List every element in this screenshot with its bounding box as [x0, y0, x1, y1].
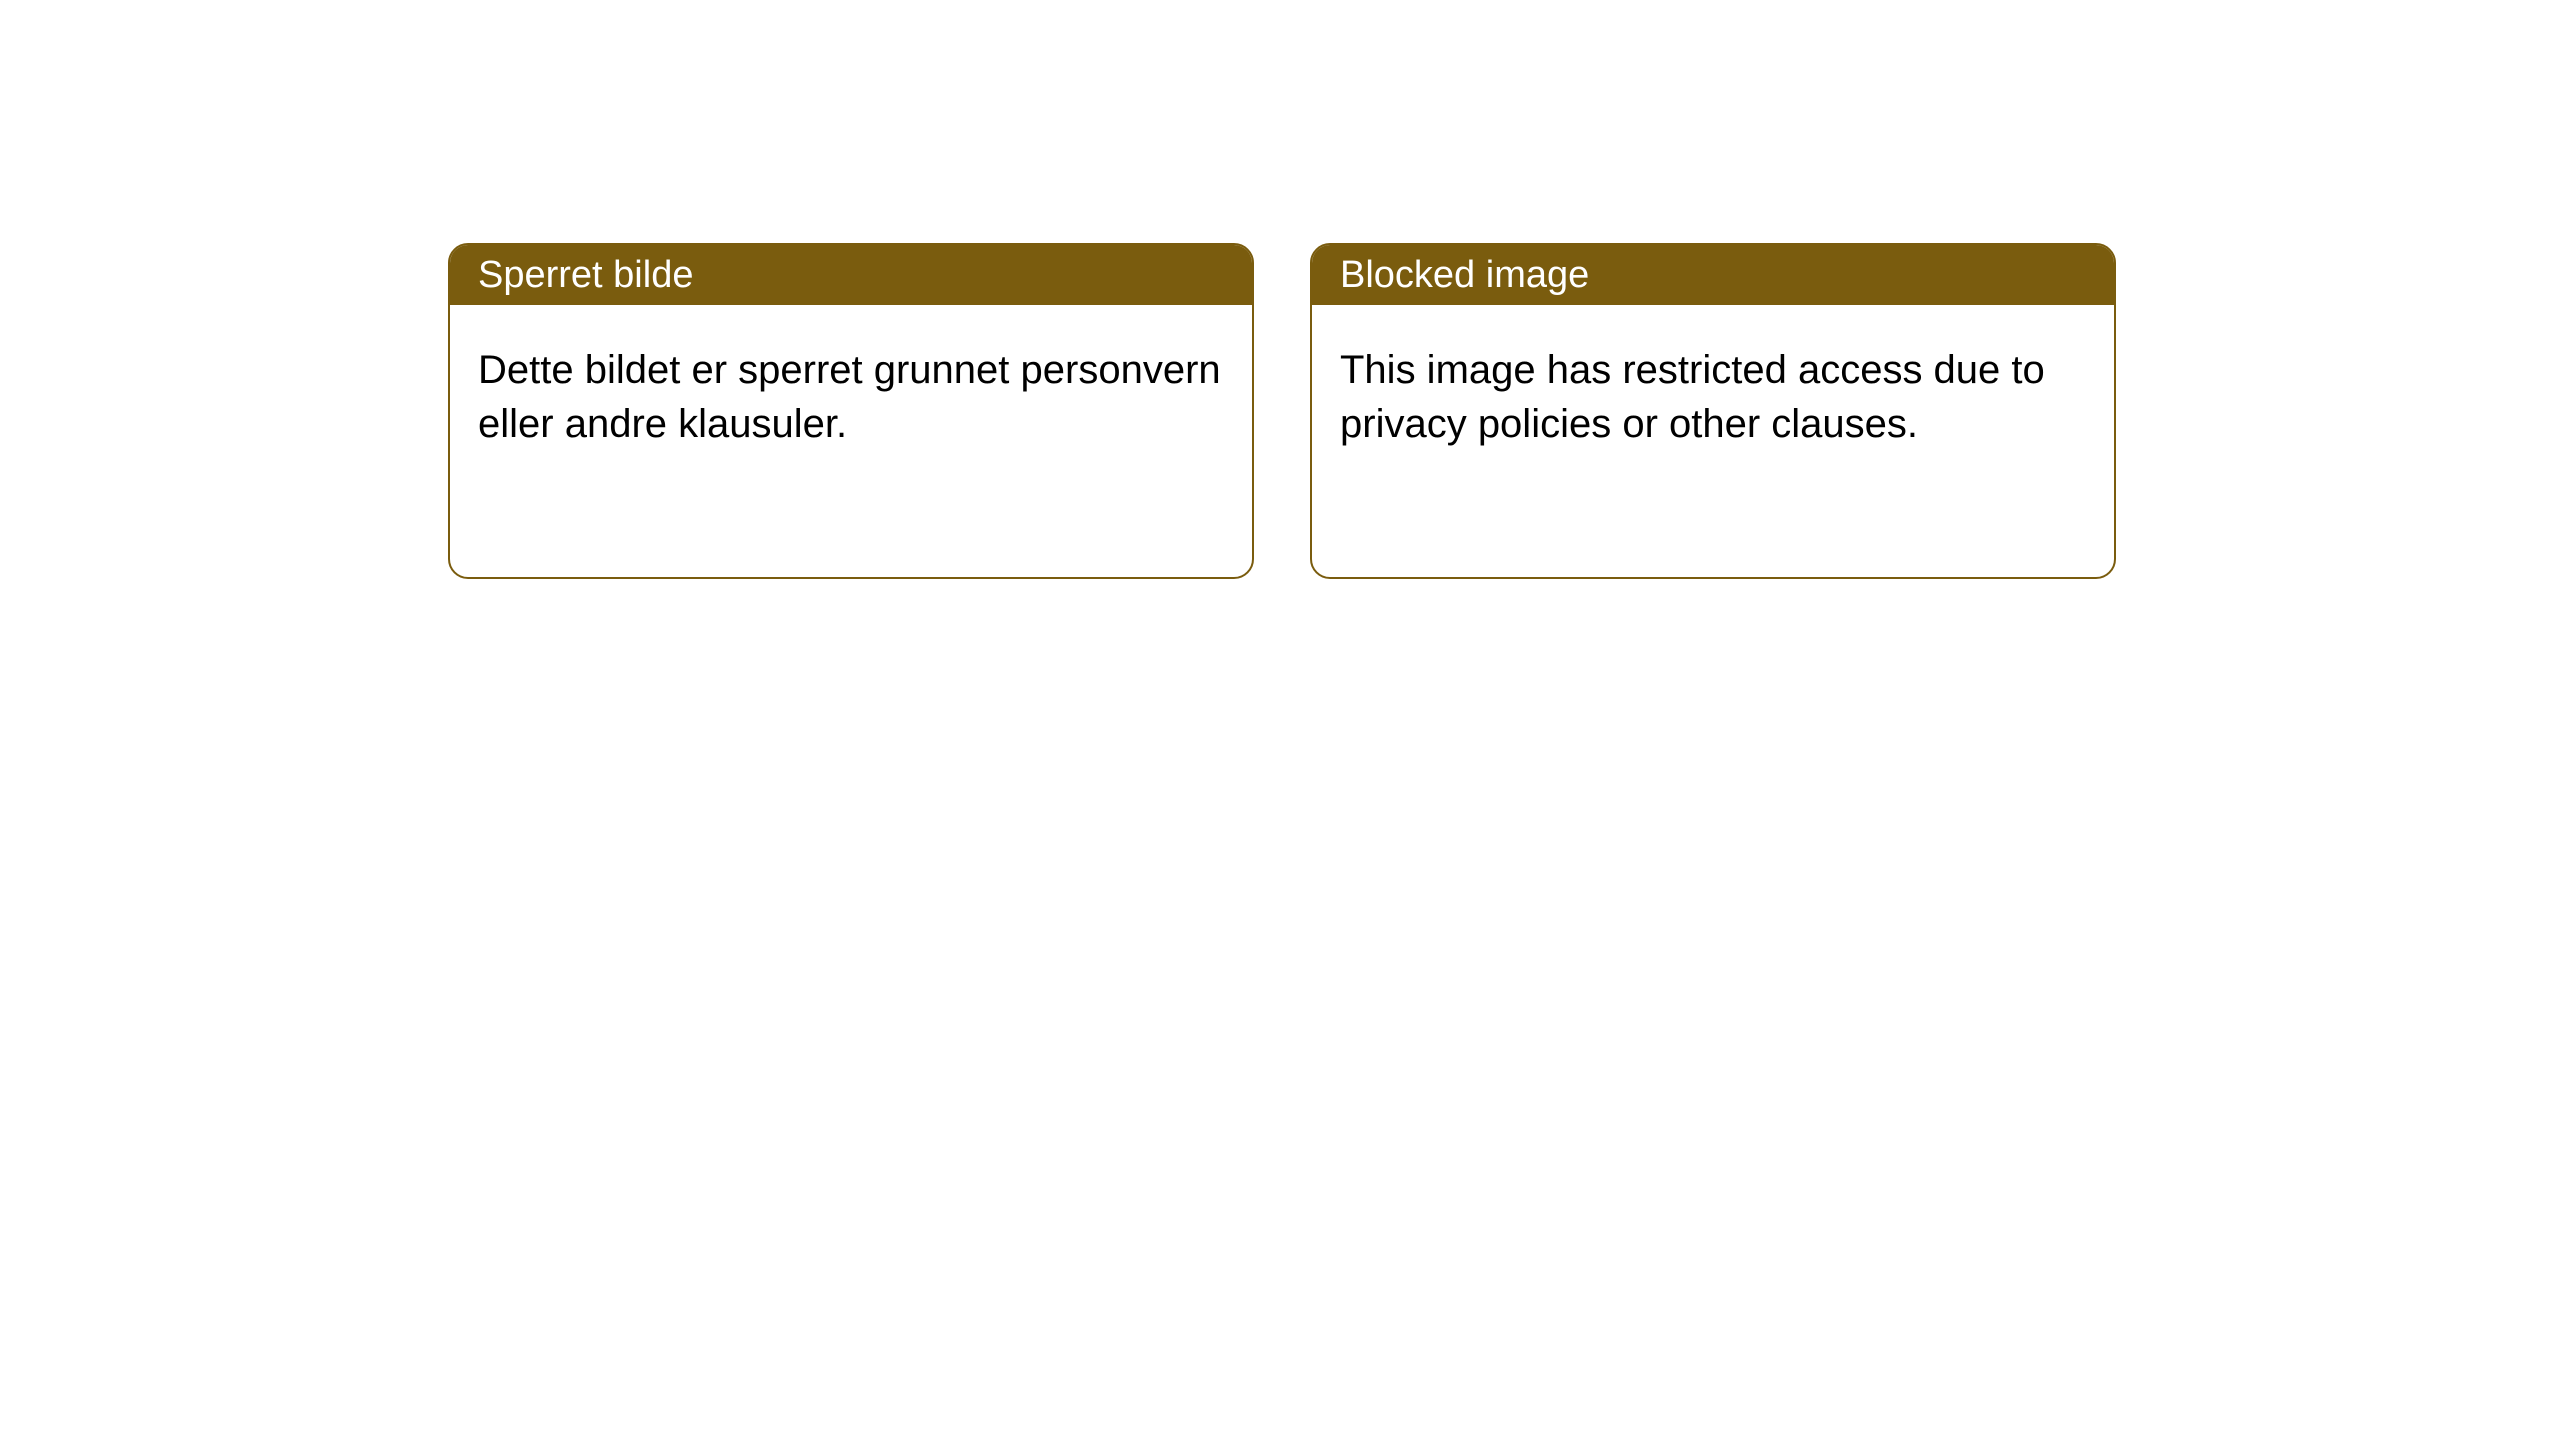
notice-header: Sperret bilde [450, 245, 1252, 305]
notice-card-norwegian: Sperret bilde Dette bildet er sperret gr… [448, 243, 1254, 579]
notice-body: This image has restricted access due to … [1312, 305, 2114, 489]
notice-message: This image has restricted access due to … [1340, 348, 2045, 446]
notice-body: Dette bildet er sperret grunnet personve… [450, 305, 1252, 489]
notice-header: Blocked image [1312, 245, 2114, 305]
notice-container: Sperret bilde Dette bildet er sperret gr… [0, 0, 2560, 579]
notice-card-english: Blocked image This image has restricted … [1310, 243, 2116, 579]
notice-title: Sperret bilde [478, 254, 693, 297]
notice-message: Dette bildet er sperret grunnet personve… [478, 348, 1221, 446]
notice-title: Blocked image [1340, 254, 1589, 297]
